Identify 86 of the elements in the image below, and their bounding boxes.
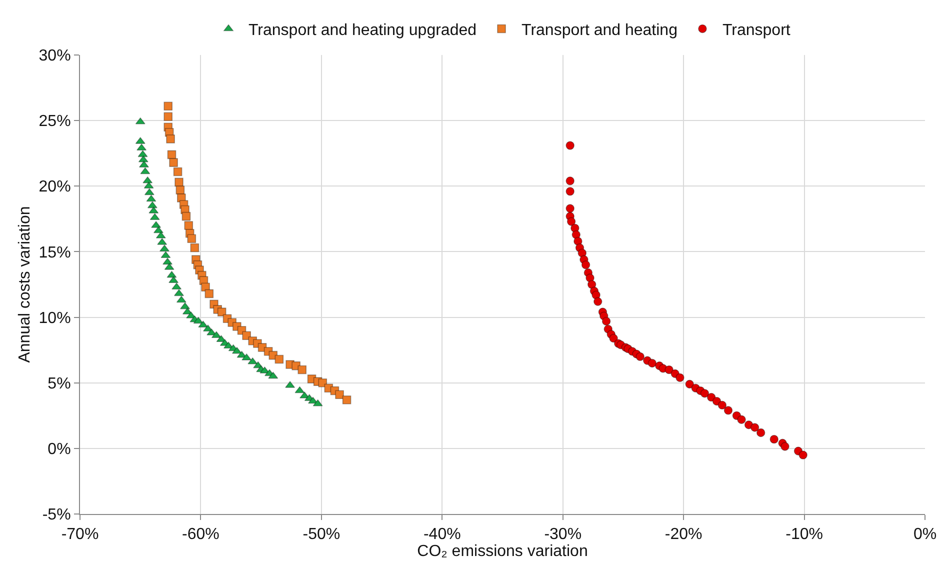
point <box>166 134 175 144</box>
point <box>566 176 574 186</box>
y-tick-label: 10% <box>38 310 71 327</box>
point <box>162 258 173 265</box>
y-tick-label: 25% <box>38 113 71 130</box>
point <box>724 406 733 415</box>
point <box>700 388 710 398</box>
point <box>193 316 204 324</box>
point <box>676 373 684 382</box>
point <box>566 217 576 226</box>
point <box>750 423 760 432</box>
x-tick-label: -70% <box>61 526 99 544</box>
point <box>685 380 694 389</box>
point <box>274 354 284 364</box>
point <box>756 428 766 438</box>
point <box>182 212 191 221</box>
y-tick-label: 15% <box>38 244 71 262</box>
point <box>153 226 164 234</box>
point <box>566 186 574 196</box>
legend-label: Transport <box>722 22 791 39</box>
point <box>648 358 657 368</box>
point <box>180 302 190 310</box>
y-tick-label: 20% <box>38 178 71 196</box>
x-tick-label: -10% <box>786 526 823 544</box>
x-tick-label: -30% <box>544 526 582 544</box>
point <box>335 390 344 400</box>
point <box>737 415 746 424</box>
point <box>780 442 790 451</box>
point <box>298 365 307 374</box>
point <box>138 160 149 168</box>
point <box>140 167 150 174</box>
point <box>166 270 177 278</box>
point <box>160 251 171 258</box>
point <box>268 372 278 379</box>
y-tick-label: 30% <box>38 48 71 65</box>
x-tick-label: -60% <box>182 526 220 544</box>
point <box>187 234 196 243</box>
point <box>135 117 146 124</box>
x-axis-title: CO₂ emissions variation <box>417 543 588 560</box>
point <box>211 331 222 338</box>
y-axis-title: Annual costs variation <box>16 206 34 363</box>
point <box>198 320 208 328</box>
point <box>184 221 194 230</box>
point <box>636 352 645 362</box>
point <box>566 204 574 213</box>
legend-label: Transport and heating <box>522 22 678 39</box>
point <box>217 308 226 316</box>
point <box>169 158 178 167</box>
point <box>164 102 173 111</box>
x-tick-label: -50% <box>302 526 340 544</box>
y-tick-label: 0% <box>48 441 71 458</box>
point <box>566 141 574 150</box>
point <box>173 167 182 176</box>
point <box>144 182 154 189</box>
x-tick-label: 0% <box>913 526 937 544</box>
point <box>176 186 185 194</box>
point <box>204 289 214 298</box>
x-tick-label: -40% <box>423 526 461 544</box>
x-tick-label: -20% <box>664 526 702 544</box>
point <box>150 213 160 220</box>
point <box>609 334 618 343</box>
point <box>718 400 727 410</box>
point <box>172 282 182 290</box>
point <box>136 144 147 151</box>
point <box>232 346 242 354</box>
point <box>312 399 323 406</box>
point <box>664 365 674 374</box>
point <box>602 316 611 326</box>
point <box>174 178 184 187</box>
point <box>190 243 200 252</box>
point <box>798 450 808 460</box>
point <box>770 434 779 444</box>
point <box>342 396 352 404</box>
point <box>248 357 258 364</box>
point <box>294 386 305 394</box>
point <box>144 188 154 196</box>
point <box>176 296 186 303</box>
point <box>147 201 158 208</box>
legend-label: Transport and heating upgraded <box>248 22 477 39</box>
point <box>593 297 602 306</box>
y-tick-label: 5% <box>48 375 71 392</box>
point <box>581 260 590 270</box>
point <box>138 150 148 158</box>
y-tick-label: -5% <box>42 506 71 524</box>
point <box>164 112 173 122</box>
point <box>146 194 156 202</box>
